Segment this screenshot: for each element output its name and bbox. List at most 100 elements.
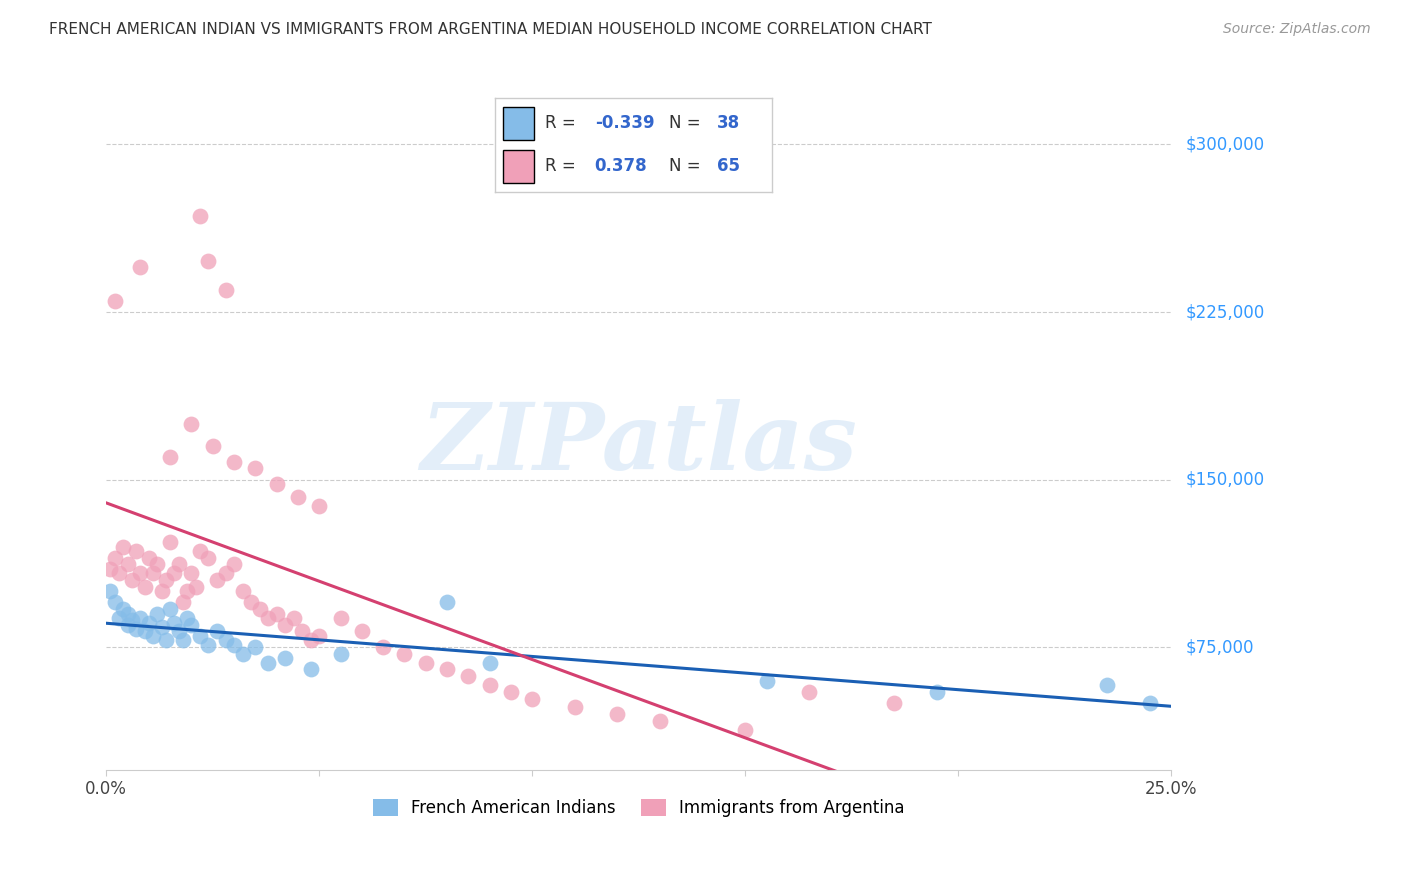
Point xyxy=(134,624,156,639)
Point xyxy=(499,685,522,699)
Point xyxy=(274,651,297,665)
Point xyxy=(308,500,330,514)
Point xyxy=(172,595,194,609)
Point xyxy=(112,602,135,616)
Point xyxy=(104,293,127,308)
Point xyxy=(197,638,219,652)
Point xyxy=(155,573,177,587)
Point xyxy=(214,566,236,581)
Point xyxy=(138,615,160,630)
Point xyxy=(112,540,135,554)
Point xyxy=(329,647,352,661)
Point xyxy=(478,678,501,692)
Point xyxy=(159,535,181,549)
Point xyxy=(883,696,905,710)
Point xyxy=(159,602,181,616)
Point xyxy=(172,633,194,648)
Text: FRENCH AMERICAN INDIAN VS IMMIGRANTS FROM ARGENTINA MEDIAN HOUSEHOLD INCOME CORR: FRENCH AMERICAN INDIAN VS IMMIGRANTS FRO… xyxy=(49,22,932,37)
Point xyxy=(222,638,245,652)
Point xyxy=(394,647,416,661)
Point xyxy=(150,620,173,634)
Point xyxy=(415,656,437,670)
Point xyxy=(117,607,139,621)
Point xyxy=(925,685,948,699)
Point xyxy=(249,602,271,616)
Point xyxy=(266,607,288,621)
Point xyxy=(222,558,245,572)
Point xyxy=(257,656,280,670)
Point xyxy=(329,611,352,625)
Text: $150,000: $150,000 xyxy=(1185,471,1264,489)
Point xyxy=(117,558,139,572)
Point xyxy=(146,558,169,572)
Point xyxy=(134,580,156,594)
Point xyxy=(287,491,309,505)
Point xyxy=(188,629,211,643)
Text: $75,000: $75,000 xyxy=(1185,638,1254,657)
Point xyxy=(214,633,236,648)
Point xyxy=(167,558,190,572)
Point xyxy=(125,544,148,558)
Point xyxy=(734,723,756,737)
Point xyxy=(138,550,160,565)
Point xyxy=(176,611,198,625)
Point xyxy=(100,562,122,576)
Point xyxy=(176,584,198,599)
Point xyxy=(184,580,207,594)
Point xyxy=(232,647,254,661)
Point xyxy=(117,617,139,632)
Point xyxy=(205,624,228,639)
Point xyxy=(274,617,297,632)
Point xyxy=(436,595,458,609)
Point xyxy=(188,544,211,558)
Point xyxy=(205,573,228,587)
Point xyxy=(163,566,186,581)
Text: $300,000: $300,000 xyxy=(1185,136,1264,153)
Point xyxy=(167,624,190,639)
Point xyxy=(121,613,143,627)
Text: $225,000: $225,000 xyxy=(1185,303,1264,321)
Point xyxy=(755,673,778,688)
Point xyxy=(159,450,181,465)
Point xyxy=(197,550,219,565)
Point xyxy=(129,260,152,275)
Point xyxy=(197,253,219,268)
Point xyxy=(180,566,202,581)
Point xyxy=(799,685,821,699)
Point xyxy=(648,714,671,728)
Point xyxy=(245,640,267,654)
Point xyxy=(245,461,267,475)
Point xyxy=(104,595,127,609)
Point xyxy=(150,584,173,599)
Point xyxy=(308,629,330,643)
Point xyxy=(214,283,236,297)
Point xyxy=(257,611,280,625)
Text: Source: ZipAtlas.com: Source: ZipAtlas.com xyxy=(1223,22,1371,37)
Point xyxy=(100,584,122,599)
Point xyxy=(108,611,131,625)
Text: ZIPatlas: ZIPatlas xyxy=(420,400,858,490)
Point xyxy=(108,566,131,581)
Point xyxy=(232,584,254,599)
Point xyxy=(478,656,501,670)
Point xyxy=(188,209,211,223)
Point xyxy=(155,633,177,648)
Point xyxy=(283,611,305,625)
Point xyxy=(180,417,202,431)
Point xyxy=(266,477,288,491)
Point xyxy=(125,622,148,636)
Point xyxy=(121,573,143,587)
Legend: French American Indians, Immigrants from Argentina: French American Indians, Immigrants from… xyxy=(366,792,911,824)
Point xyxy=(104,550,127,565)
Point xyxy=(180,617,202,632)
Point xyxy=(564,700,586,714)
Point xyxy=(146,607,169,621)
Point xyxy=(299,633,322,648)
Point xyxy=(163,615,186,630)
Point xyxy=(222,455,245,469)
Point xyxy=(129,611,152,625)
Point xyxy=(291,624,314,639)
Point xyxy=(436,663,458,677)
Point xyxy=(373,640,395,654)
Point xyxy=(606,707,628,722)
